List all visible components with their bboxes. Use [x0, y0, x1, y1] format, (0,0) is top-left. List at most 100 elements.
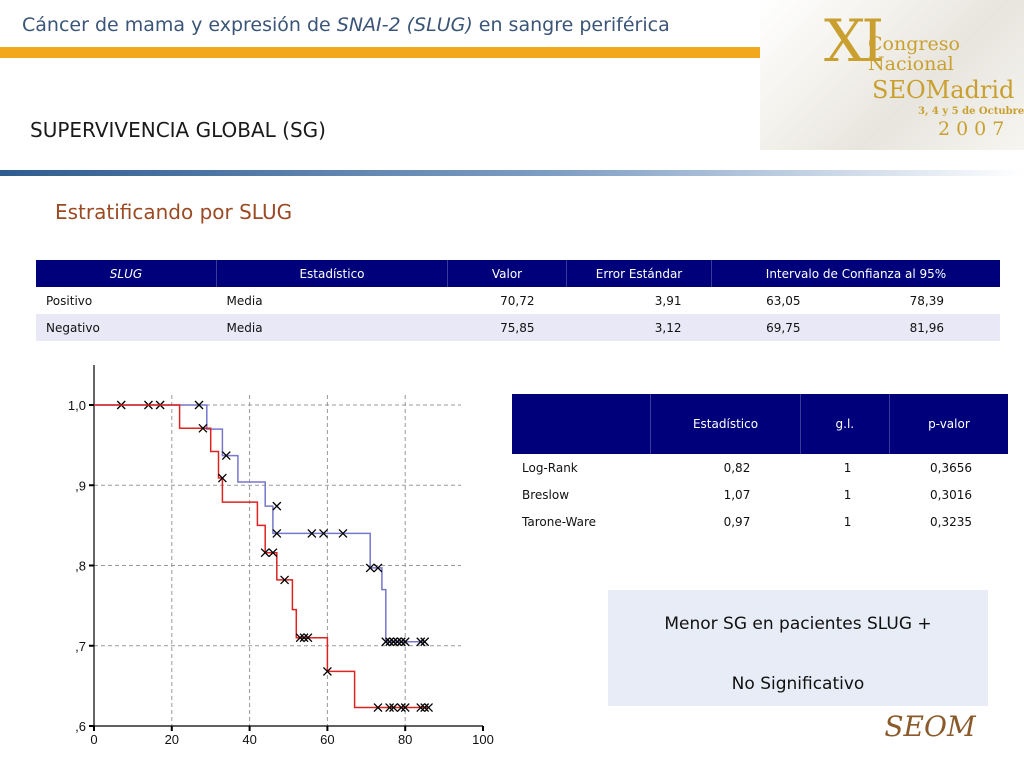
censor-mark — [365, 563, 375, 573]
censor-mark — [307, 528, 317, 538]
censor-mark — [194, 400, 204, 410]
congress-logo-brand: SEOMadrid — [872, 76, 1015, 104]
congress-logo-numeral: XI — [824, 7, 884, 75]
means-header-ci: Intervalo de Confianza al 95% — [711, 260, 1000, 287]
tests-cell-p: 0,3016 — [930, 487, 972, 502]
censor-stroke — [381, 637, 391, 647]
censor-mark — [381, 637, 391, 647]
tests-header-df: g.l. — [800, 394, 890, 454]
censor-mark — [319, 528, 328, 538]
censor-mark — [260, 548, 270, 558]
header-accent-bar — [0, 47, 820, 58]
congress-logo-year: 2007 — [938, 118, 1011, 140]
congress-logo-line2: Nacional — [868, 53, 954, 75]
censor-mark — [396, 637, 406, 647]
censor-mark — [420, 637, 430, 647]
tests-table-header-row: Estadístico g.l. p-valor — [512, 394, 1008, 454]
censor-mark — [295, 633, 305, 643]
x-tick-label: 80 — [398, 732, 412, 747]
slide-title-part1: Cáncer de mama y expresión de — [22, 14, 337, 36]
censor-stroke — [322, 666, 332, 676]
tests-cell-stat: 0,82 — [723, 460, 751, 475]
censor-stroke — [385, 703, 395, 713]
censor-mark — [272, 501, 282, 511]
censor-mark — [385, 637, 395, 647]
censor-mark — [396, 703, 406, 713]
censor-stroke — [373, 563, 383, 573]
censor-mark — [385, 703, 395, 713]
section-divider — [0, 170, 1024, 176]
censor-stroke — [389, 637, 398, 647]
congress-logo-line1: Congreso — [868, 33, 960, 55]
means-cell-slug: Positivo — [46, 293, 93, 308]
censor-stroke — [416, 703, 426, 713]
y-tick-label: ,7 — [75, 639, 86, 654]
censor-stroke — [396, 703, 406, 713]
censor-mark — [373, 703, 383, 713]
table-row: Negativo Media 75,85 3,12 69,75 81,96 — [36, 314, 1000, 341]
censor-stroke — [420, 637, 430, 647]
tests-table: Estadístico g.l. p-valor Log-Rank 0,82 1… — [512, 394, 1008, 535]
conclusion-box: Menor SG en pacientes SLUG + No Signific… — [608, 590, 988, 706]
censor-stroke — [280, 575, 290, 585]
censor-stroke — [416, 637, 426, 647]
y-tick-label: ,8 — [75, 559, 86, 574]
censor-mark — [217, 473, 227, 483]
slide-title: Cáncer de mama y expresión de SNAI-2 (SL… — [22, 14, 670, 36]
censor-stroke — [221, 451, 231, 461]
means-cell-slug: Negativo — [36, 314, 217, 341]
censor-stroke — [299, 633, 309, 643]
tests-header-stat: Estadístico — [650, 394, 801, 454]
x-tick-label: 100 — [472, 732, 494, 747]
means-cell-valor: 75,85 — [447, 314, 567, 341]
tests-cell-p: 0,3235 — [930, 514, 972, 529]
censor-mark — [338, 528, 348, 538]
slide-title-part2: en sangre periférica — [472, 14, 670, 36]
tests-cell-test: Tarone-Ware — [522, 514, 597, 529]
tests-cell-df: 1 — [843, 487, 852, 502]
means-cell-error: 3,12 — [566, 314, 712, 341]
congress-logo-dates: 3, 4 y 5 de Octubre — [918, 106, 1024, 117]
table-row: Breslow 1,07 1 0,3016 — [512, 481, 1008, 508]
censor-stroke — [295, 633, 305, 643]
censor-mark — [272, 528, 282, 538]
censor-stroke — [217, 473, 227, 483]
tests-cell-df: 1 — [843, 514, 852, 529]
section-title: SUPERVIVENCIA GLOBAL (SG) — [30, 118, 326, 142]
tests-cell-stat: 0,97 — [723, 514, 751, 529]
means-cell-ci-high: 78,39 — [909, 293, 944, 308]
table-row: Log-Rank 0,82 1 0,3656 — [512, 454, 1008, 481]
means-header-stat: Estadístico — [216, 260, 448, 287]
censor-stroke — [338, 528, 348, 538]
x-tick-label: 20 — [165, 732, 179, 747]
censor-mark — [299, 633, 309, 643]
tests-cell-test: Log-Rank — [522, 460, 578, 475]
means-cell-valor: 70,72 — [500, 293, 535, 308]
censor-stroke — [319, 528, 328, 538]
censor-stroke — [272, 501, 282, 511]
tests-cell-df: 1 — [843, 460, 852, 475]
censor-mark — [416, 703, 426, 713]
y-tick-label: 1,0 — [68, 398, 86, 413]
chart-axes: ,6 ,7 ,8 ,9 1,0 0 20 40 60 80 100 — [68, 365, 494, 747]
survival-chart: ,6 ,7 ,8 ,9 1,0 0 20 40 60 80 100 — [68, 365, 494, 747]
censor-stroke — [392, 637, 402, 647]
means-cell-stat: Media — [226, 293, 263, 308]
censor-stroke — [272, 528, 282, 538]
censor-stroke — [396, 637, 406, 647]
conclusion-line1: Menor SG en pacientes SLUG + — [664, 614, 932, 634]
means-cell-ci-low: 63,05 — [766, 293, 801, 308]
tests-header-test — [512, 394, 652, 454]
chart-series — [94, 400, 433, 713]
means-header-valor: Valor — [447, 260, 567, 287]
censor-mark — [373, 563, 383, 573]
censor-mark — [268, 548, 278, 558]
censor-stroke — [260, 548, 270, 558]
x-tick-label: 0 — [90, 732, 97, 747]
means-cell-ci-low: 69,75 — [711, 314, 853, 341]
congress-logo: XI Congreso Nacional SEOMadrid 3, 4 y 5 … — [760, 0, 1024, 150]
table-row: Positivo Media 70,72 3,91 63,05 78,39 — [36, 287, 1000, 314]
censor-stroke — [420, 703, 430, 713]
tests-cell-stat: 1,07 — [723, 487, 751, 502]
slide-title-gene: SNAI-2 (SLUG) — [336, 14, 473, 36]
